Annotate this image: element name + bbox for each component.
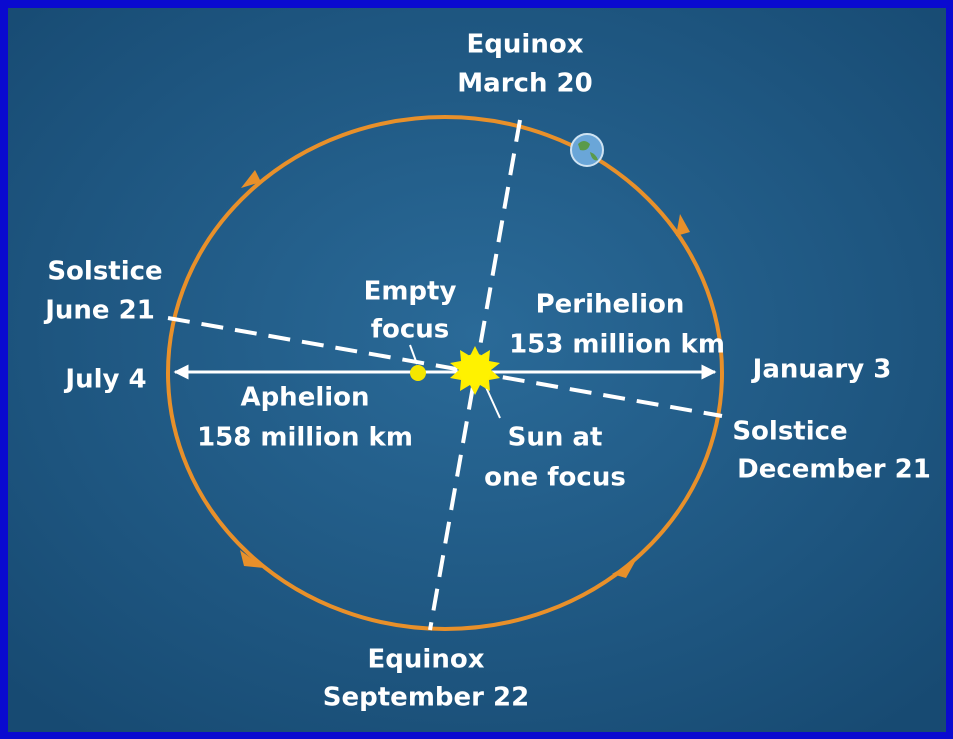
label: June 21 [43, 296, 155, 326]
label: Equinox [467, 30, 584, 60]
label: July 4 [63, 365, 146, 395]
label: Aphelion [240, 383, 369, 413]
label: Solstice [732, 417, 847, 447]
earth [571, 134, 603, 166]
label: September 22 [323, 683, 529, 713]
page: Equinox March 20 Solstice June 21 Empty … [0, 0, 953, 739]
label: Empty [364, 277, 457, 307]
label: Sun at [508, 423, 603, 453]
label: one focus [484, 463, 626, 493]
sun-core [459, 354, 491, 386]
label: January 3 [751, 355, 892, 385]
label: Solstice [47, 257, 162, 287]
label: Perihelion [536, 290, 685, 320]
empty-focus [410, 365, 426, 381]
label: 158 million km [197, 423, 413, 453]
label: Equinox [368, 645, 485, 675]
label: focus [371, 315, 450, 345]
label: March 20 [457, 69, 592, 99]
label: 153 million km [509, 330, 725, 360]
label: December 21 [737, 455, 931, 485]
diagram: Equinox March 20 Solstice June 21 Empty … [0, 0, 953, 739]
